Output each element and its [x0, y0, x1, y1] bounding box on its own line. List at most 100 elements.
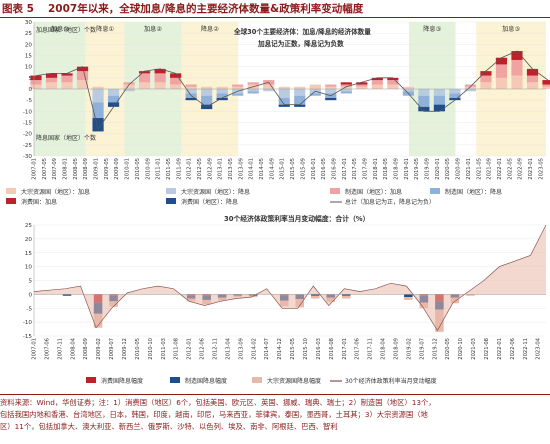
p2-y-tick-0: 25 [25, 223, 33, 229]
p2-x-tick-19: 2014-12 [277, 338, 283, 360]
phase-labels: 加息① 降息① 加息② 降息② 降息③ 加息③ [51, 25, 521, 33]
p2-x-tick-26: 2017-11 [368, 338, 374, 360]
p1-y-tick-5: 5 [28, 76, 32, 82]
p1-legend-swatch-3 [430, 188, 440, 194]
p2-legend-swatch-0 [86, 377, 96, 383]
p1-y-tick-11: -25 [23, 143, 33, 149]
p2-x-tick-39: 2023-04 [536, 337, 542, 359]
p1-bar-hike [170, 73, 182, 78]
phase-label-4: 降息② [201, 25, 219, 33]
p1-bar-cut [247, 91, 259, 94]
p2-x-tick-3: 2008-04 [70, 337, 76, 359]
p1-bar-cut [107, 89, 120, 96]
panel2-stacked-bars [62, 294, 475, 332]
p2-x-tick-18: 2014-07 [264, 338, 270, 360]
source-note: 资料来源：Wind，华创证券；注：1）消费国（地区）6个，包括美国、欧元区、英国… [0, 394, 550, 433]
p1-bar-hike [232, 84, 244, 87]
p2-x-tick-11: 2011-08 [174, 338, 180, 360]
panel2-legend: 消费国降息幅度 制造国降息幅度 大宗资源国降息幅度 30个经济体政策利率当月变动幅度 [86, 377, 437, 385]
p1-bar-hike [495, 77, 508, 89]
p1-bar-cut [185, 97, 197, 101]
p2-x-tick-16: 2013-09 [238, 338, 244, 360]
p1-x-tick-16: 2012-05 [197, 158, 203, 180]
p2-bar-cut [466, 294, 475, 296]
p1-x-tick-4: 2008-05 [73, 158, 79, 180]
p1-bar-hike [30, 75, 42, 81]
p2-x-tick-29: 2019-02 [406, 338, 412, 360]
p1-x-tick-19: 2013-05 [228, 158, 234, 180]
p1-x-tick-42: 2021-01 [466, 158, 472, 180]
phase-label-2: 降息① [96, 25, 114, 33]
p1-x-tick-45: 2022-01 [497, 158, 503, 180]
p1-legend-label-5: 消费国（地区）：降息 [181, 198, 238, 206]
p1-bar-hike [232, 86, 244, 89]
p1-bar-hike [61, 75, 73, 83]
p1-x-tick-25: 2015-05 [290, 158, 296, 180]
p2-x-tick-21: 2015-10 [303, 338, 309, 360]
p2-y-tick-8: -15 [23, 334, 33, 340]
ylabel-top: 加息国家（地区）个数 [36, 26, 96, 34]
p2-x-tick-24: 2017-01 [342, 338, 348, 360]
p2-x-tick-34: 2021-03 [471, 338, 477, 360]
p1-bar-cut [433, 95, 445, 105]
p2-bar-cut [248, 295, 258, 298]
p1-x-tick-1: 2007-05 [42, 158, 48, 180]
p2-legend-label-0: 消费国降息幅度 [101, 377, 143, 385]
p1-bar-hike [154, 82, 166, 89]
p1-bar-hike [371, 80, 383, 85]
p1-x-tick-24: 2015-01 [280, 158, 286, 180]
source-note-line-3: 区）11个，包括加拿大、澳大利亚、新西兰、俄罗斯、沙特、以色列、埃及、南非、阿根… [0, 422, 338, 431]
p1-legend-swatch-1 [166, 188, 176, 194]
p1-bar-cut [294, 104, 306, 107]
p2-y-tick-2: 15 [25, 251, 33, 257]
p2-x-tick-33: 2020-10 [458, 338, 464, 360]
p1-y-tick-3: 15 [25, 54, 33, 60]
p1-bar-cut [107, 95, 120, 103]
p1-bar-cut [340, 89, 352, 92]
p1-bar-cut [278, 89, 290, 98]
p1-bar-cut [201, 89, 213, 96]
p1-legend-swatch-4 [6, 198, 16, 204]
p2-y-tick-5: 0 [28, 292, 32, 298]
p1-bar-hike [76, 66, 89, 72]
p1-x-tick-7: 2009-05 [104, 158, 110, 180]
p1-bar-cut [294, 89, 306, 96]
p1-y-tick-6: 0 [28, 87, 32, 93]
p2-bar-cut [342, 295, 351, 299]
p1-legend-label-6: 总计（加息记为正，降息记为负） [345, 198, 435, 206]
p1-bar-hike [542, 86, 550, 89]
p1-bar-hike [61, 82, 73, 89]
phase-label-5: 降息③ [423, 25, 441, 33]
p2-x-tick-7: 2009-12 [122, 338, 128, 360]
p1-x-tick-26: 2015-09 [300, 158, 306, 180]
p1-bar-hike [542, 80, 550, 85]
p2-y-tick-7: -10 [23, 320, 33, 326]
p1-y-tick-9: -15 [23, 121, 33, 127]
p1-x-tick-32: 2017-09 [362, 158, 368, 180]
p1-bar-hike [45, 73, 58, 78]
p1-x-tick-41: 2020-09 [456, 158, 462, 180]
p1-y-tick-8: -10 [23, 109, 33, 115]
p1-bar-cut [449, 93, 461, 98]
p1-bar-hike [526, 75, 539, 83]
p1-x-tick-34: 2018-05 [383, 158, 389, 180]
p2-x-tick-28: 2018-09 [394, 338, 400, 360]
p1-bar-cut [294, 95, 306, 105]
p1-bar-cut [418, 89, 430, 96]
p1-bar-hike [263, 84, 275, 89]
p1-bar-cut [263, 89, 275, 92]
p2-y-tick-6: -5 [26, 306, 32, 312]
p1-bar-hike [139, 71, 151, 74]
p1-bar-hike [340, 84, 352, 87]
panel1-y-axis: 30 25 20 15 10 5 0 -5 -10 -15 -20 -25 -30 [23, 20, 35, 160]
p1-x-tick-15: 2012-01 [187, 158, 193, 180]
p2-x-tick-1: 2007-06 [44, 338, 50, 360]
p1-bar-hike [294, 86, 306, 89]
p1-bar-hike [45, 77, 58, 83]
p1-bar-cut [247, 89, 259, 92]
p1-bar-cut [433, 89, 445, 96]
p1-bar-hike [309, 84, 321, 89]
phase-label-1: 加息① [51, 25, 69, 33]
p1-bar-cut [201, 95, 213, 105]
